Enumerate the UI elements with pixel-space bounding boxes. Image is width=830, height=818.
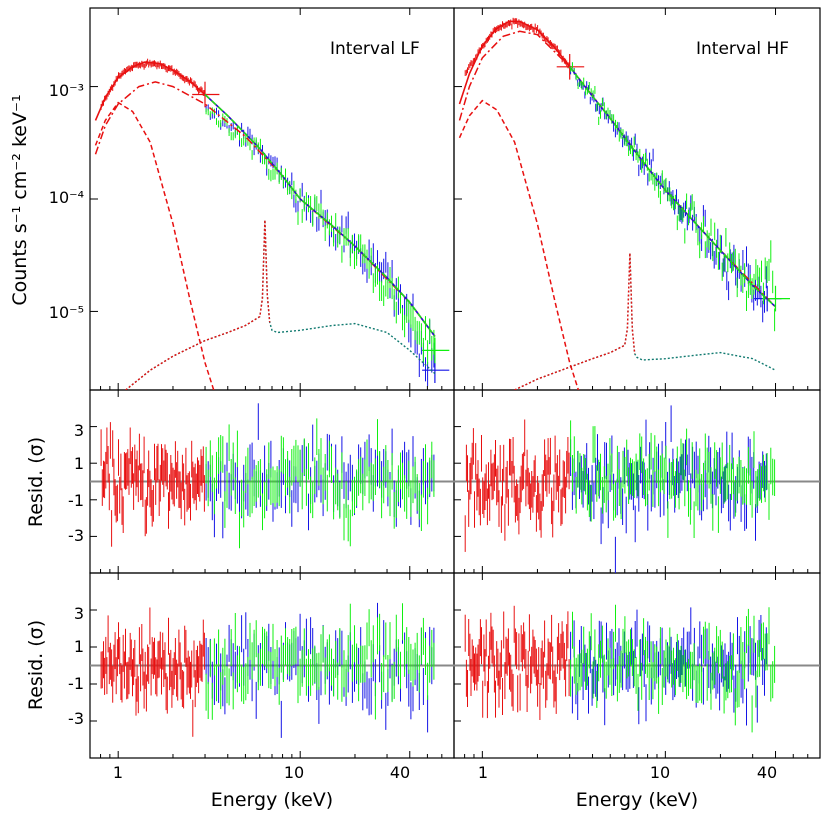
ytick-label-bot-3: 3 — [74, 604, 84, 623]
ytick-label-mid-neg3: -3 — [68, 526, 84, 545]
ytick-label-mid-neg1: -1 — [68, 491, 84, 510]
line-component-curve-lf — [125, 219, 436, 390]
ytick-label-bot-neg3: -3 — [68, 709, 84, 728]
ytick-label-mid-1: 1 — [74, 454, 84, 473]
spectrum-lf-layer — [94, 58, 450, 390]
thermal-component-curve-hf — [458, 99, 580, 390]
residual-bot-hf-layer — [454, 604, 820, 733]
panel-title-hf: Interval HF — [696, 39, 789, 59]
spectrum-hf-layer — [458, 17, 790, 390]
y-axis-label-resid-bot: Resid. (σ) — [25, 620, 47, 710]
xtick-label-lf-10: 10 — [284, 763, 304, 782]
ytick-label-mid-3: 3 — [74, 421, 84, 440]
residual-mid-hf-layer — [454, 405, 820, 573]
line-component-low-curve-lf — [125, 219, 271, 390]
ytick-label-1e-5: 10⁻⁵ — [49, 303, 84, 322]
xtick-label-hf-10: 10 — [650, 763, 670, 782]
powerlaw-component-curve-lf — [94, 81, 436, 337]
spectrum-panel-hf-frame — [453, 7, 821, 391]
line-component-curve-hf — [514, 253, 776, 390]
xtick-label-hf-40: 40 — [757, 763, 777, 782]
xtick-label-lf-1: 1 — [113, 763, 123, 782]
residual-bot-lf-layer — [90, 602, 454, 738]
x-axis-label-lf: Energy (keV) — [211, 789, 333, 811]
ytick-label-bot-1: 1 — [74, 637, 84, 656]
y-axis-label-resid-mid: Resid. (σ) — [25, 437, 47, 527]
ytick-label-1e-4: 10⁻⁴ — [49, 188, 84, 207]
panel-title-lf: Interval LF — [330, 39, 420, 59]
tick-layer — [90, 8, 809, 758]
ytick-label-bot-neg1: -1 — [68, 674, 84, 693]
xtick-label-lf-40: 40 — [390, 763, 410, 782]
thermal-component-curve-lf — [94, 101, 215, 390]
residual-mid-lf-layer — [90, 403, 454, 549]
line-component-low-curve-hf — [514, 253, 636, 390]
model-curve-green-lf — [204, 93, 436, 337]
xtick-label-hf-1: 1 — [478, 763, 488, 782]
ytick-label-1e-3: 10⁻³ — [49, 81, 84, 100]
x-axis-label-hf: Energy (keV) — [576, 789, 698, 811]
y-axis-label-spectrum: Counts s⁻¹ cm⁻² keV⁻¹ — [9, 94, 31, 305]
model-curve-green-hf — [569, 66, 776, 308]
